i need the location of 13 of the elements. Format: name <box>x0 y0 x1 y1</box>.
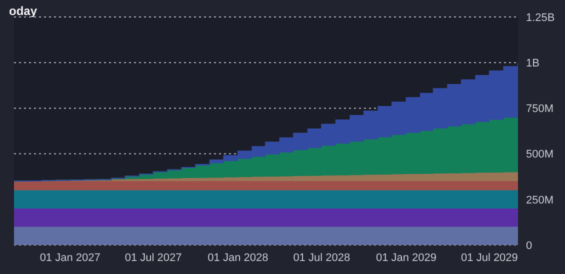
x-tick-label: 01 Jan 2029 <box>376 252 437 264</box>
x-tick-label: 01 Jan 2027 <box>40 252 100 264</box>
y-tick-label: 1B <box>526 58 540 70</box>
y-tick-label: 250M <box>526 194 554 206</box>
y-tick-label: 1.25B <box>526 12 555 24</box>
y-tick-label: 0 <box>526 240 532 252</box>
x-tick-label: 01 Jul 2027 <box>124 252 182 264</box>
chart-title: oday <box>9 4 38 18</box>
y-tick-label: 750M <box>526 103 554 116</box>
y-tick-label: 500M <box>526 148 554 161</box>
x-tick-label: 01 Jul 2028 <box>293 252 350 264</box>
x-tick-label: 01 Jan 2028 <box>208 252 268 264</box>
x-tick-label: 01 Jul 2029 <box>461 252 518 264</box>
